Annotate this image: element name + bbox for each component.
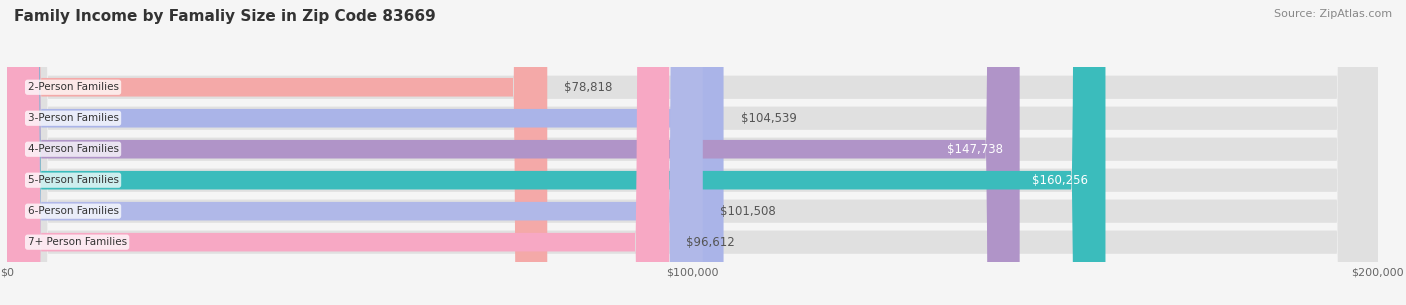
FancyBboxPatch shape	[7, 0, 1378, 305]
Text: 4-Person Families: 4-Person Families	[28, 144, 118, 154]
FancyBboxPatch shape	[7, 0, 547, 305]
FancyBboxPatch shape	[7, 0, 703, 305]
FancyBboxPatch shape	[7, 0, 1378, 305]
Text: 6-Person Families: 6-Person Families	[28, 206, 118, 216]
FancyBboxPatch shape	[7, 0, 1019, 305]
Text: 5-Person Families: 5-Person Families	[28, 175, 118, 185]
FancyBboxPatch shape	[7, 0, 724, 305]
Text: $147,738: $147,738	[946, 143, 1002, 156]
Text: 3-Person Families: 3-Person Families	[28, 113, 118, 123]
FancyBboxPatch shape	[7, 0, 1378, 305]
Text: $104,539: $104,539	[741, 112, 797, 125]
FancyBboxPatch shape	[7, 0, 1378, 305]
FancyBboxPatch shape	[7, 0, 1105, 305]
FancyBboxPatch shape	[7, 0, 1378, 305]
Text: $101,508: $101,508	[720, 205, 776, 218]
Text: 7+ Person Families: 7+ Person Families	[28, 237, 127, 247]
Text: $160,256: $160,256	[1032, 174, 1088, 187]
Text: $78,818: $78,818	[564, 81, 613, 94]
Text: $96,612: $96,612	[686, 236, 735, 249]
Text: Family Income by Famaliy Size in Zip Code 83669: Family Income by Famaliy Size in Zip Cod…	[14, 9, 436, 24]
FancyBboxPatch shape	[7, 0, 1378, 305]
Text: Source: ZipAtlas.com: Source: ZipAtlas.com	[1274, 9, 1392, 19]
FancyBboxPatch shape	[7, 0, 669, 305]
Text: 2-Person Families: 2-Person Families	[28, 82, 118, 92]
